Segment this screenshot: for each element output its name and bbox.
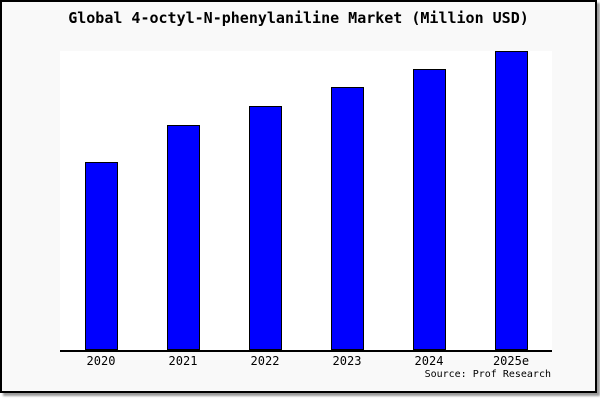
x-tick-label-2025e: 2025e [492,354,530,368]
x-tick-label-2021: 2021 [168,354,198,368]
bar-2023 [331,87,364,350]
bar-2024 [413,69,446,350]
chart-title: Global 4-octyl-N-phenylaniline Market (M… [68,9,529,27]
chart-card: Global 4-octyl-N-phenylaniline Market (M… [0,0,597,393]
bar-2020 [85,162,118,350]
bar-2022 [249,106,282,350]
source-note: Source: Prof Research [424,369,551,380]
plot-area [60,51,552,352]
x-tick-label-2023: 2023 [332,354,362,368]
x-tick-label-2022: 2022 [250,354,280,368]
bar-2025e [495,51,528,350]
x-axis-labels: 2020 2021 2022 2023 2024 2025e [60,355,552,369]
x-tick-label-2020: 2020 [86,354,116,368]
x-tick-label-2024: 2024 [414,354,444,368]
bar-2021 [167,125,200,350]
